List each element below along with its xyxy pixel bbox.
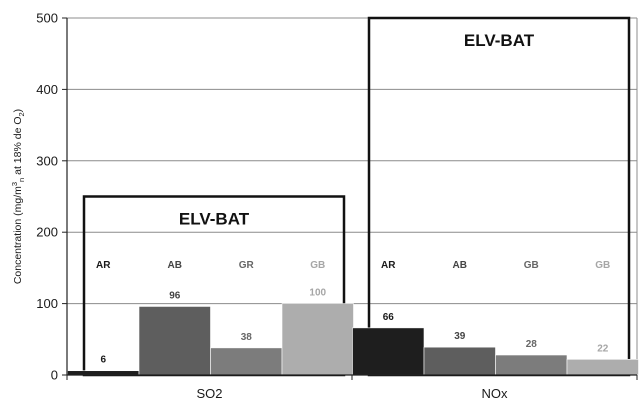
data-label-NOx-3: 22 <box>597 343 609 354</box>
bar-NOx-0 <box>352 327 425 376</box>
bar-label-SO2-0: AR <box>96 260 111 271</box>
bar-SO2-3 <box>281 303 354 376</box>
y-title-sub-n: n <box>17 178 26 182</box>
bar-SO2-2 <box>210 347 283 376</box>
y-axis-title: Concentration (mg/m3n at 18% de O2) <box>10 109 26 284</box>
y-title-main: Concentration (mg/m <box>12 186 24 284</box>
limit-box-label-1: ELV-BAT <box>464 31 535 50</box>
bar-SO2-1 <box>138 306 211 376</box>
y-tick-label-4: 400 <box>36 82 58 97</box>
category-label-0: SO2 <box>196 386 222 401</box>
y-tick-label-3: 300 <box>36 153 58 168</box>
limit-box-label-0: ELV-BAT <box>179 210 250 229</box>
y-tick-label-2: 200 <box>36 225 58 240</box>
y-title-mid: at 18% de O <box>12 116 24 177</box>
y-title-end: ) <box>12 109 24 113</box>
category-label-1: NOx <box>482 386 509 401</box>
y-tick-label-5: 500 <box>36 11 58 26</box>
bar-label-NOx-2: GB <box>524 260 539 271</box>
data-label-SO2-0: 6 <box>100 355 106 366</box>
bar-SO2-0 <box>67 370 140 376</box>
bar-NOx-3 <box>566 358 639 376</box>
data-label-SO2-1: 96 <box>169 290 181 301</box>
data-label-SO2-2: 38 <box>241 332 253 343</box>
bar-label-NOx-3: GB <box>595 260 610 271</box>
limit-box-1 <box>367 16 631 377</box>
bar-NOx-1 <box>423 346 496 376</box>
bar-label-SO2-3: GB <box>310 260 325 271</box>
y-title-sub-2: 2 <box>17 112 26 116</box>
bar-label-NOx-0: AR <box>381 260 396 271</box>
bar-label-SO2-1: AB <box>168 260 182 271</box>
y-tick-label-0: 0 <box>51 368 58 383</box>
data-label-NOx-1: 39 <box>454 331 466 342</box>
bar-label-SO2-2: GR <box>239 260 255 271</box>
y-tick-label-1: 100 <box>36 296 58 311</box>
data-label-SO2-3: 100 <box>309 288 326 299</box>
data-label-NOx-0: 66 <box>383 312 395 323</box>
data-label-NOx-2: 28 <box>526 339 538 350</box>
bar-NOx-2 <box>495 354 568 376</box>
y-title-sup: 3 <box>10 182 19 186</box>
bar-label-NOx-1: AB <box>453 260 467 271</box>
